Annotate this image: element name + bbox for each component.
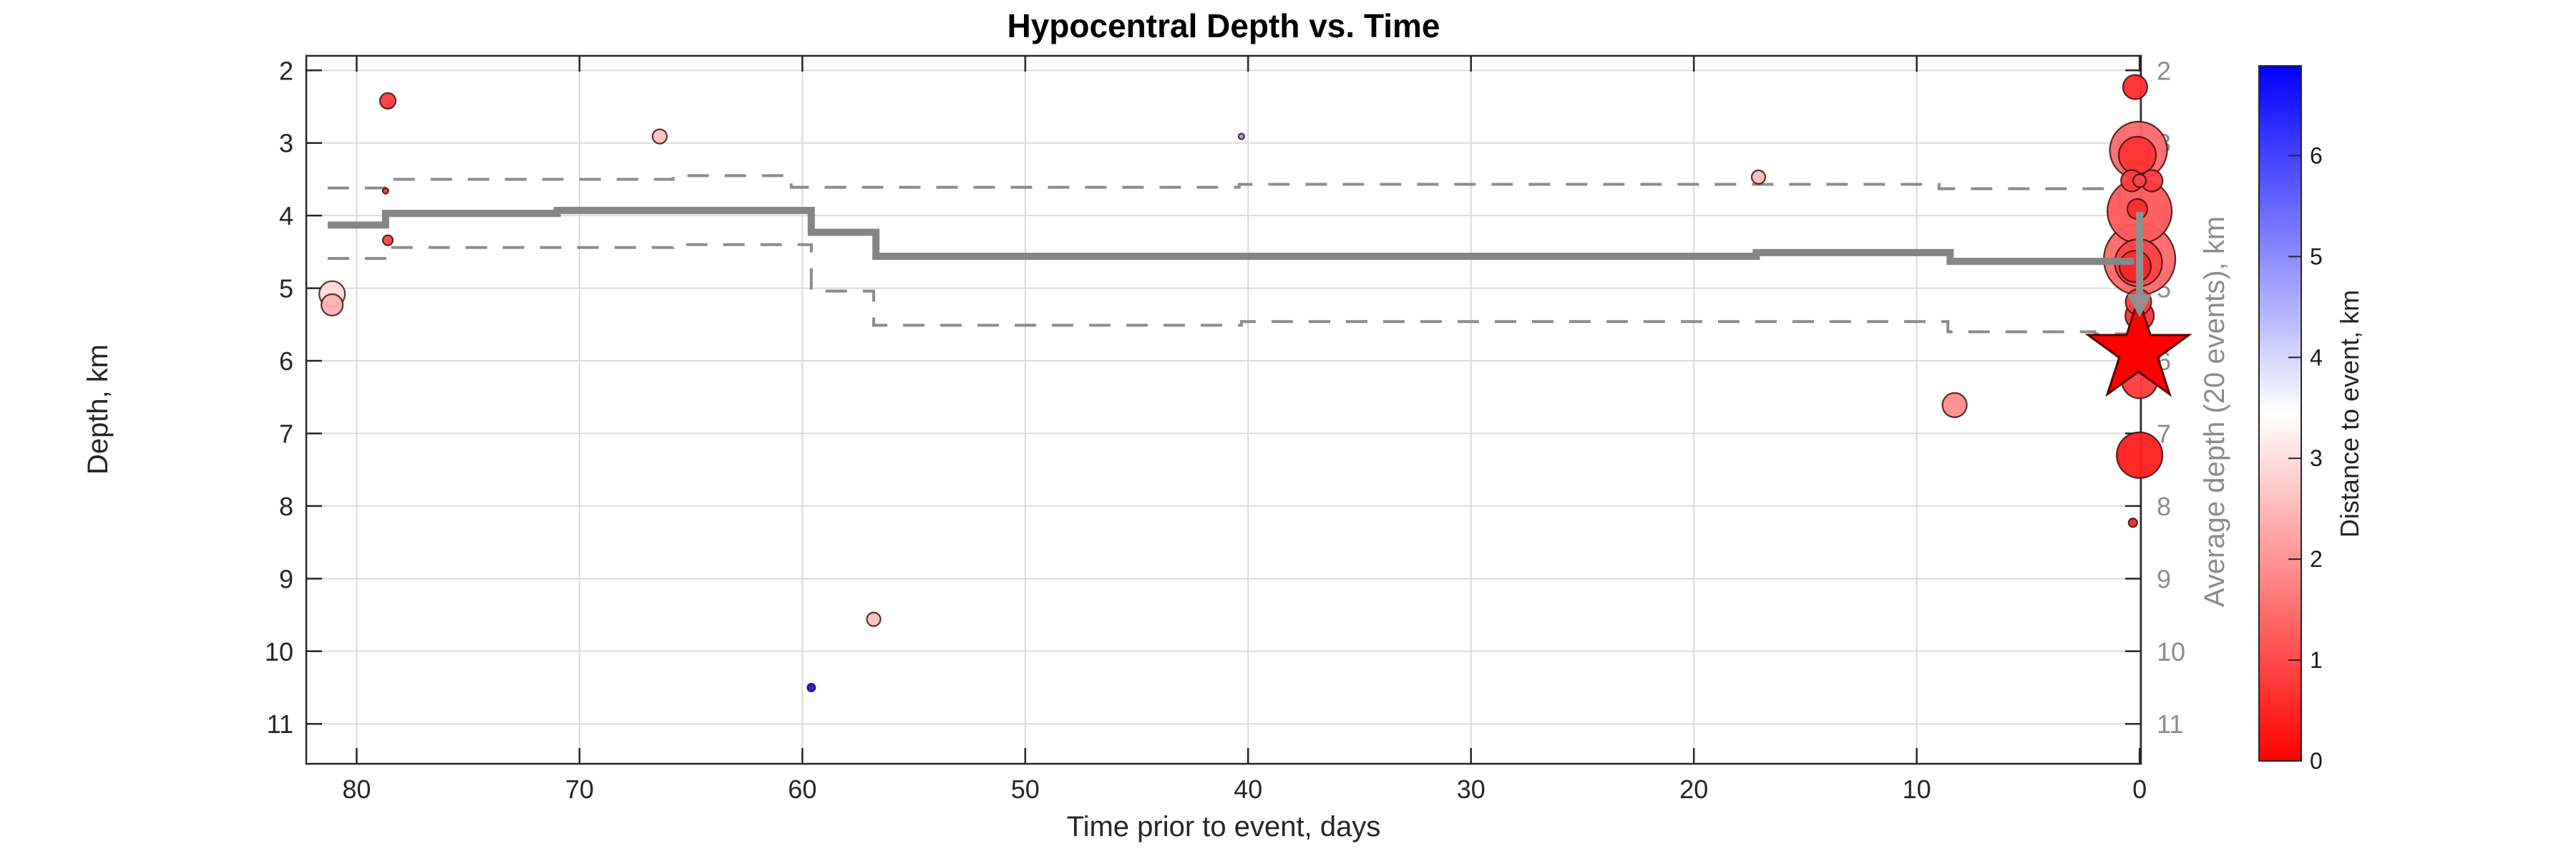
earthquake-point bbox=[2118, 250, 2152, 283]
x-axis-title: Time prior to event, days bbox=[1067, 811, 1381, 843]
mainshock-star-marker bbox=[2084, 294, 2192, 397]
y-tick-label: 9 bbox=[279, 564, 293, 593]
gridlines bbox=[306, 56, 2141, 764]
colorbar-gradient bbox=[2258, 65, 2302, 762]
colorbar-tick-label: 2 bbox=[2310, 546, 2323, 572]
y-tick-label: 2 bbox=[279, 56, 293, 85]
x-tick-label: 30 bbox=[1457, 775, 1485, 804]
left-y-axis-title: Depth, km bbox=[82, 344, 114, 475]
mainshock-star bbox=[2084, 294, 2192, 397]
earthquake-point bbox=[1750, 169, 1767, 185]
event-time-arrow bbox=[2127, 212, 2152, 318]
earthquake-point bbox=[321, 293, 344, 317]
x-tick-label: 80 bbox=[342, 775, 371, 804]
x-tick-label: 60 bbox=[788, 775, 816, 804]
right-y-tick-label: 10 bbox=[2157, 637, 2185, 666]
earthquake-point bbox=[1237, 132, 1246, 140]
plot-border bbox=[305, 54, 2142, 765]
std-bound-dashed-lines bbox=[327, 174, 2135, 336]
colorbar-tick-label: 0 bbox=[2310, 748, 2323, 774]
chart-title: Hypocentral Depth vs. Time bbox=[1008, 7, 1440, 44]
y-tick-label: 7 bbox=[279, 419, 293, 448]
right-y-tick-label: 8 bbox=[2157, 492, 2171, 521]
y-tick-label: 4 bbox=[279, 201, 293, 230]
earthquake-point bbox=[1941, 392, 1968, 419]
right-y-axis-title: Average depth (20 events), km bbox=[2199, 216, 2230, 607]
tick-labels: 80 70 60 50 40 30 20 10 0 2 3 4 5 6 7 8 9 10 11 bbox=[265, 56, 2147, 804]
earthquake-scatter-points bbox=[318, 74, 2177, 693]
earthquake-point bbox=[2127, 518, 2138, 528]
x-tick-label: 0 bbox=[2132, 775, 2147, 804]
x-tick-label: 50 bbox=[1011, 775, 1040, 804]
average-depth-line bbox=[327, 207, 2135, 266]
y-tick-label: 6 bbox=[279, 346, 293, 376]
arrow-head bbox=[2127, 294, 2152, 318]
earthquake-point bbox=[2116, 431, 2164, 479]
colorbar-tick-label: 3 bbox=[2310, 445, 2323, 471]
x-tick-label: 40 bbox=[1234, 775, 1262, 804]
right-y-tick-label: 9 bbox=[2157, 564, 2171, 593]
earthquake-point bbox=[866, 611, 882, 627]
x-tick-label: 70 bbox=[565, 775, 594, 804]
earthquake-point bbox=[2132, 173, 2147, 188]
colorbar-tick-label: 5 bbox=[2310, 243, 2323, 269]
earthquake-point bbox=[651, 128, 668, 145]
x-tick-label: 20 bbox=[1679, 775, 1708, 804]
earthquake-point bbox=[2122, 74, 2149, 100]
y-tick-label: 11 bbox=[267, 709, 293, 739]
earthquake-point bbox=[381, 234, 394, 246]
y-tick-label: 10 bbox=[265, 637, 293, 666]
y-tick-label: 5 bbox=[279, 274, 293, 304]
colorbar-tick-label: 6 bbox=[2310, 142, 2323, 168]
axes-frame bbox=[305, 54, 2142, 765]
right-y-tick-label: 2 bbox=[2157, 56, 2171, 85]
colorbar-tick-label: 1 bbox=[2310, 647, 2323, 673]
y-tick-label: 3 bbox=[279, 129, 293, 158]
earthquake-point bbox=[2117, 135, 2157, 175]
x-tick-label: 10 bbox=[1903, 775, 1931, 804]
lower-std-dashed-line bbox=[327, 243, 2135, 336]
earthquake-point bbox=[379, 92, 397, 110]
earthquake-point bbox=[806, 682, 816, 693]
average-depth-step-line bbox=[327, 207, 2135, 266]
colorbar: 0 1 2 3 4 5 6 bbox=[2258, 65, 2323, 774]
right-y-tick-label: 7 bbox=[2157, 419, 2171, 448]
right-y-tick-label: 11 bbox=[2157, 709, 2183, 739]
earthquake-point bbox=[381, 187, 389, 195]
upper-std-dashed-line bbox=[327, 174, 2127, 243]
y-tick-label: 8 bbox=[279, 492, 293, 521]
colorbar-title: Distance to event, km bbox=[2335, 290, 2364, 538]
colorbar-tick-label: 4 bbox=[2310, 344, 2323, 370]
